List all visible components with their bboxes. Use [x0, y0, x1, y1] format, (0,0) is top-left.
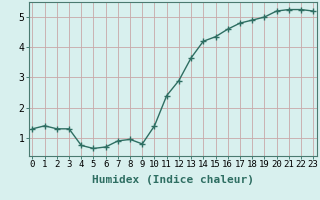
X-axis label: Humidex (Indice chaleur): Humidex (Indice chaleur)	[92, 175, 254, 185]
